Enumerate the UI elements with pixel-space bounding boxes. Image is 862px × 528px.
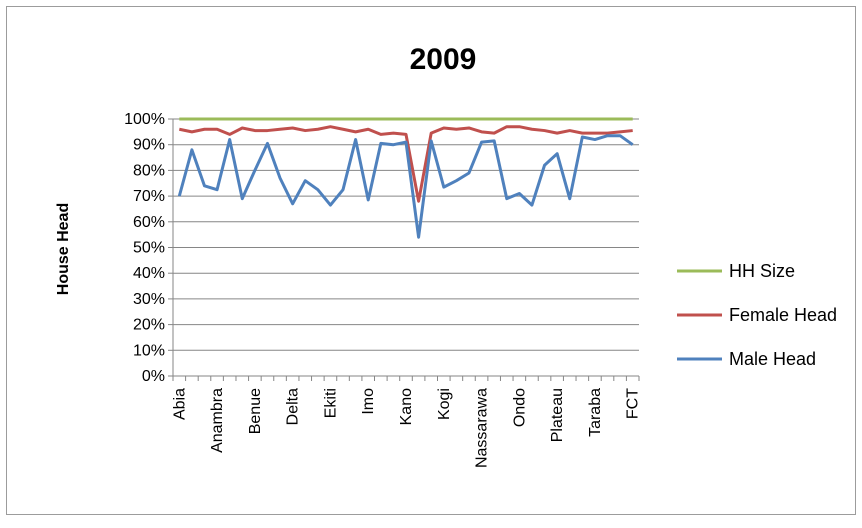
y-axis-ticks: 0% 10% 20% 30% 40% 50% 60% 70% 80% 90% 100% (124, 111, 165, 385)
legend-label-female-head: Female Head (729, 305, 837, 325)
legend-label-hh-size: HH Size (729, 261, 795, 281)
x-tick-label: Abia (171, 388, 188, 420)
legend-label-male-head: Male Head (729, 349, 816, 369)
y-axis-label: House Head (55, 203, 72, 295)
x-tick-label: Plateau (549, 388, 566, 442)
y-tick-label: 0% (142, 368, 165, 385)
x-tick-label: Kogi (436, 388, 453, 420)
chart-frame: 2009 House Head 0% 10% 20% 30% 40% 50% 60% 70% 8… (6, 6, 856, 515)
x-tick-label: Nassarawa (474, 388, 491, 468)
x-tick-label: Ondo (511, 388, 528, 427)
y-tick-label: 90% (133, 137, 165, 154)
line-chart: 2009 House Head 0% 10% 20% 30% 40% 50% 60% 70% 8… (55, 43, 837, 468)
female-head-line (178, 125, 633, 203)
chart-title: 2009 (410, 43, 477, 76)
y-tick-label: 60% (133, 214, 165, 231)
y-tick-label: 30% (133, 291, 165, 308)
x-tick-label: FCT (625, 388, 642, 419)
series-lines (177, 117, 634, 239)
y-tick-label: 100% (124, 111, 165, 128)
y-tick-label: 70% (133, 188, 165, 205)
x-tick-label: Kano (398, 388, 415, 425)
gridlines (168, 118, 639, 377)
male-head-line (177, 134, 634, 239)
y-tick-label: 10% (133, 342, 165, 359)
x-tick-label: Anambra (209, 388, 226, 453)
x-tick-label: Ekiti (322, 388, 339, 418)
x-tick-label: Delta (285, 388, 302, 425)
x-tick-label: Taraba (587, 388, 604, 437)
y-tick-label: 40% (133, 265, 165, 282)
x-tick-label: Benue (247, 388, 264, 434)
x-tick-label: Imo (360, 388, 377, 415)
y-tick-label: 50% (133, 240, 165, 257)
legend: HH Size Female Head Male Head (677, 261, 837, 369)
x-axis-ticks: Abia Anambra Benue Delta Ekiti Imo Kano Kogi Nas… (171, 376, 642, 468)
y-tick-label: 80% (133, 162, 165, 179)
y-tick-label: 20% (133, 317, 165, 334)
